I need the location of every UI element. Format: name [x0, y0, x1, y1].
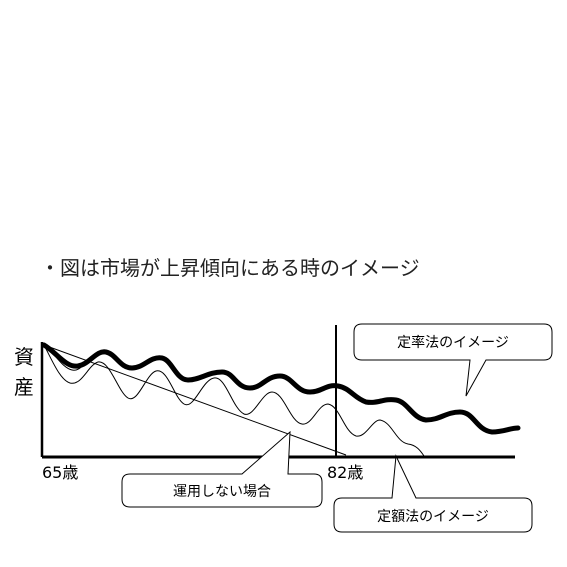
- caption-text: ・図は市場が上昇傾向にある時のイメージ: [40, 256, 420, 280]
- callout-fixed-amount: 定額法のイメージ: [333, 454, 533, 533]
- fixed-amount-curve: [43, 344, 425, 457]
- callout-fixed-rate-text: 定率法のイメージ: [397, 334, 509, 351]
- callout-fixed-amount-bubble: [333, 454, 533, 533]
- fixed-rate-curve: [41, 342, 521, 435]
- callout-no-investment-bubble: [121, 430, 323, 508]
- callout-no-investment-text: 運用しない場合: [173, 484, 271, 500]
- callout-no-investment: 運用しない場合: [121, 430, 323, 508]
- callout-fixed-amount-text: 定額法のイメージ: [377, 509, 489, 525]
- y-axis-label-char-1: 資: [14, 345, 34, 369]
- x-tick-82: 82歳: [327, 463, 363, 482]
- y-axis-label-char-2: 産: [14, 375, 34, 399]
- x-tick-start: 65歳: [42, 463, 78, 482]
- callout-fixed-rate-bubble: [353, 323, 553, 397]
- callout-fixed-rate: 定率法のイメージ: [353, 323, 553, 397]
- no-investment-line: [43, 344, 347, 456]
